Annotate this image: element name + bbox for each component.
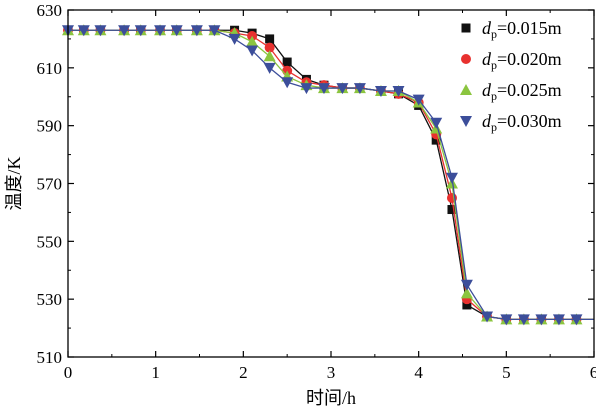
y-tick-label: 570	[37, 175, 63, 194]
data-point	[392, 85, 405, 97]
data-point	[517, 314, 530, 326]
series-line	[68, 29, 594, 321]
data-point	[300, 83, 313, 95]
data-point	[447, 205, 457, 215]
data-point	[190, 25, 203, 37]
data-point	[118, 25, 131, 37]
data-point	[94, 25, 107, 37]
data-point	[264, 42, 275, 53]
legend-label-symbol: d	[482, 49, 492, 69]
y-tick-label: 630	[37, 1, 63, 20]
x-tick-label: 2	[239, 363, 248, 382]
legend-label-value: =0.025m	[497, 80, 562, 100]
data-point	[77, 25, 90, 37]
legend-label-subscript: p	[491, 120, 497, 134]
data-point	[535, 314, 548, 326]
data-point	[134, 25, 147, 37]
y-tick-label: 510	[37, 348, 63, 367]
x-tick-label: 0	[64, 363, 73, 382]
legend-label: dp=0.030m	[482, 111, 562, 134]
y-tick-label: 610	[37, 59, 63, 78]
data-point	[462, 300, 472, 310]
data-point	[481, 311, 494, 323]
series-2	[63, 25, 594, 325]
data-point	[281, 77, 294, 89]
legend-label-value: =0.030m	[497, 111, 562, 131]
legend-entry-4: dp=0.030m	[460, 111, 562, 134]
legend-label-symbol: d	[482, 80, 492, 100]
y-tick-label: 590	[37, 117, 63, 136]
data-point	[445, 172, 458, 184]
data-point	[552, 314, 565, 326]
data-point	[317, 83, 330, 95]
legend-label-subscript: p	[491, 58, 497, 72]
legend-label: dp=0.015m	[482, 18, 562, 41]
data-point	[263, 62, 276, 74]
data-point	[460, 287, 473, 299]
legend-label-subscript: p	[491, 27, 497, 41]
y-tick-label: 530	[37, 290, 63, 309]
data-point	[208, 25, 221, 37]
series-line	[68, 29, 594, 321]
x-tick-label: 6	[590, 363, 596, 382]
y-tick-label: 550	[37, 232, 63, 251]
legend-label-symbol: d	[482, 111, 492, 131]
data-point	[154, 25, 167, 37]
x-tick-label: 4	[414, 363, 423, 382]
data-point	[412, 94, 425, 106]
data-point	[460, 279, 473, 291]
axes: 0 1 2 3 4 5 6 510 530 550 570 590 610 630	[37, 1, 596, 382]
legend-marker	[461, 23, 471, 33]
legend-label-subscript: p	[491, 89, 497, 103]
legend-entry-3: dp=0.025m	[460, 80, 562, 103]
legend-marker	[460, 116, 472, 127]
legend-label-value: =0.020m	[497, 49, 562, 69]
data-point	[228, 33, 241, 45]
plot-area	[62, 24, 594, 326]
data-point	[246, 45, 259, 57]
legend-marker	[460, 84, 472, 95]
legend-label: dp=0.020m	[482, 49, 562, 72]
data-point	[430, 117, 443, 129]
data-point	[374, 85, 387, 97]
series-4	[62, 25, 594, 326]
legend-label: dp=0.025m	[482, 80, 562, 103]
series-1	[63, 25, 594, 324]
data-point	[170, 25, 183, 37]
legend-label-value: =0.015m	[497, 18, 562, 38]
legend-marker	[461, 54, 471, 64]
data-point	[353, 83, 366, 95]
series-line	[68, 29, 594, 321]
data-point	[431, 135, 441, 145]
y-axis-title: 温度/K	[4, 156, 24, 210]
series-3	[62, 24, 594, 325]
data-point	[246, 35, 259, 47]
x-tick-label: 1	[151, 363, 160, 382]
legend-entry-1: dp=0.015m	[461, 18, 562, 41]
x-axis-title: 时间/h	[306, 388, 356, 408]
data-point	[500, 314, 513, 326]
legend-label-symbol: d	[482, 18, 492, 38]
data-point	[263, 50, 276, 62]
legend-entry-2: dp=0.020m	[461, 49, 562, 72]
x-tick-label: 3	[327, 363, 336, 382]
data-point	[282, 57, 292, 67]
data-point	[570, 314, 583, 326]
series-line	[68, 29, 594, 321]
data-point	[265, 34, 275, 44]
x-tick-label: 5	[502, 363, 511, 382]
data-point	[336, 83, 349, 95]
